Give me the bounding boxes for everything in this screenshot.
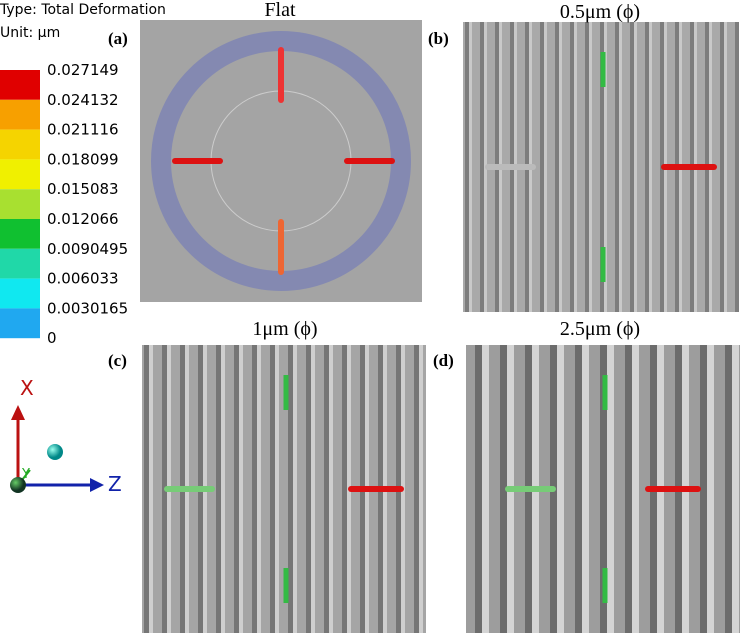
axis-z-label: Z (108, 472, 122, 496)
level-label: 0.018099 (47, 150, 119, 168)
color-band (0, 248, 40, 279)
panel-title: Flat (264, 0, 296, 21)
color-band (0, 129, 40, 160)
level-label: 0 (47, 329, 57, 347)
panel-title: 1μm (ϕ) (252, 318, 317, 340)
panel-title: 2.5μm (ϕ) (560, 318, 640, 340)
level-label: 0.0090495 (47, 240, 128, 258)
level-label: 0.0030165 (47, 299, 128, 317)
panel-label: (a) (108, 29, 128, 48)
panels: Flat (a) 0.5μm (ϕ) (b) 1μm (ϕ) (c) 2.5μm (ϕ) (d… (108, 0, 740, 633)
panel-label: (c) (108, 351, 127, 370)
level-label: 0.027149 (47, 61, 119, 79)
level-label: 0.015083 (47, 180, 119, 198)
color-band (0, 99, 40, 130)
color-band (0, 219, 40, 249)
level-label: 0.024132 (47, 91, 119, 109)
axis-y-label: Y (21, 467, 30, 482)
panel: 0.5μm (ϕ) (b) (428, 1, 739, 312)
level-label: 0.021116 (47, 121, 119, 139)
color-band (0, 308, 40, 339)
type-label: Type: Total Deformation (0, 2, 166, 18)
field-halo (151, 31, 411, 291)
color-band (0, 278, 40, 309)
color-bar: 0.027149 0.024132 0.021116 0.018099 0.015083… (0, 61, 128, 347)
color-band (0, 159, 40, 190)
panel-label: (d) (433, 351, 454, 370)
panel-label: (b) (428, 29, 449, 48)
level-label: 0.012066 (47, 210, 119, 228)
unit-label: Unit: µm (0, 25, 60, 41)
color-band (0, 70, 40, 100)
axis-x-label: X (20, 376, 34, 400)
level-label: 0.006033 (47, 270, 119, 288)
panel: 1μm (ϕ) (c) (108, 318, 426, 633)
color-band (0, 189, 40, 219)
panel: 2.5μm (ϕ) (d) (433, 318, 740, 633)
panel-title: 0.5μm (ϕ) (560, 1, 640, 23)
panel: Flat (a) (108, 0, 422, 302)
axis-triad: X Y Z (10, 376, 122, 496)
